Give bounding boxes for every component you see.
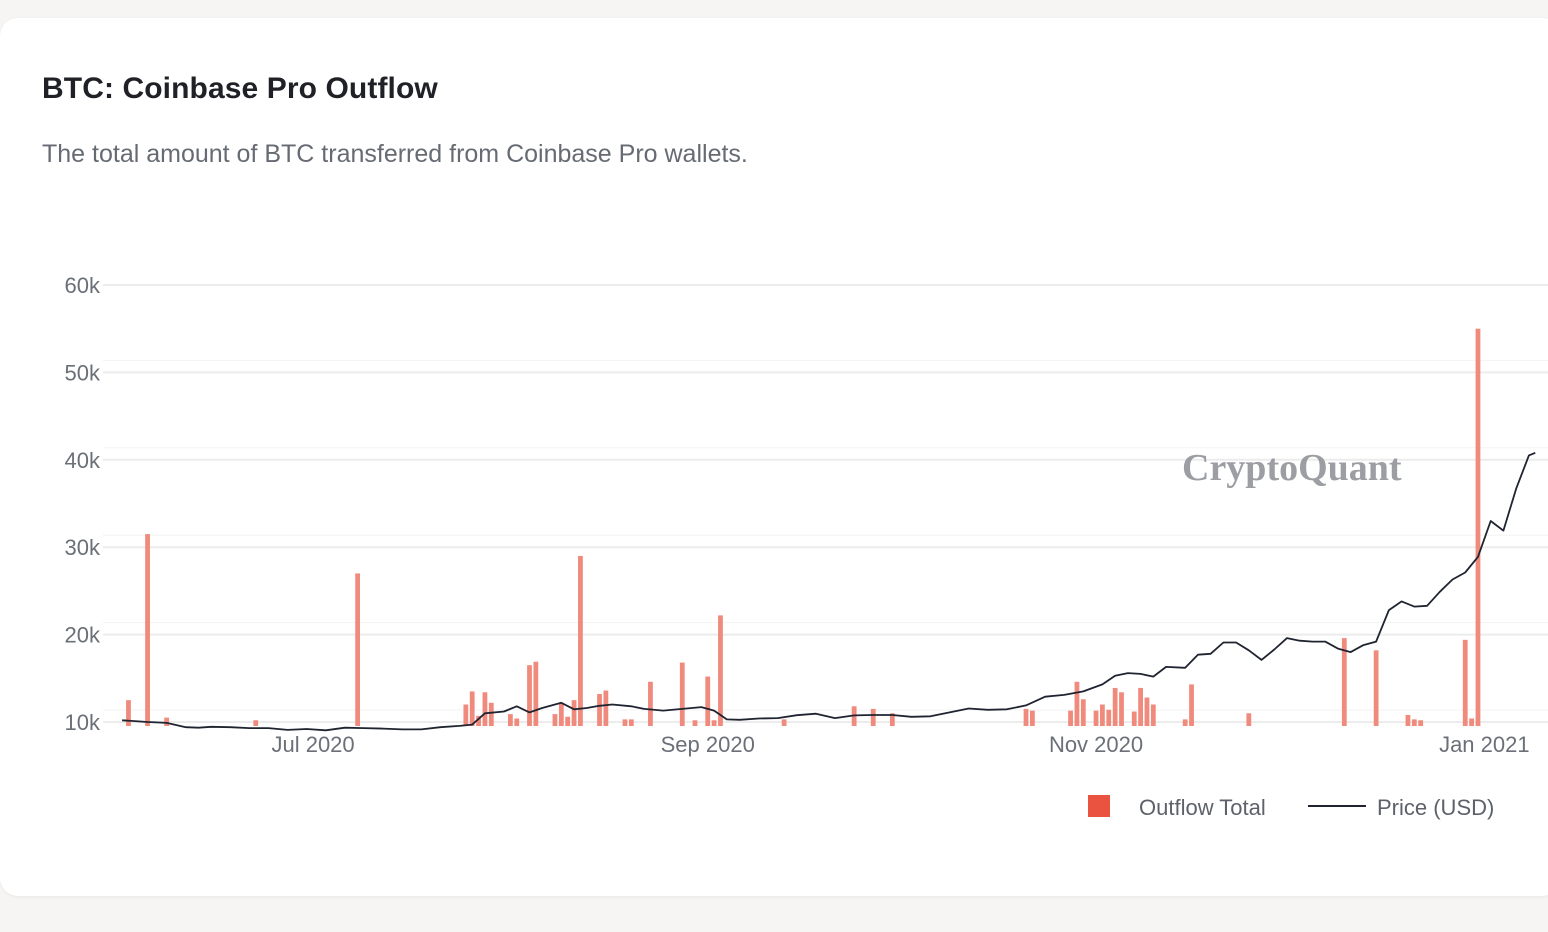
legend-label-price[interactable]: Price (USD) (1377, 795, 1494, 820)
outflow-bar[interactable] (558, 703, 564, 726)
chart-subtitle: The total amount of BTC transferred from… (42, 140, 748, 168)
outflow-bar[interactable] (527, 665, 532, 726)
outflow-bar[interactable] (571, 700, 577, 726)
outflow-bar[interactable] (622, 719, 628, 726)
outflow-bar[interactable] (1418, 720, 1424, 726)
outflow-bar[interactable] (533, 661, 539, 726)
x-tick-label: Nov 2020 (1049, 732, 1143, 757)
outflow-bar[interactable] (1068, 710, 1073, 726)
outflow-bar[interactable] (781, 719, 787, 726)
outflow-bar[interactable] (718, 615, 723, 726)
outflow-bar[interactable] (508, 714, 513, 726)
outflow-bar[interactable] (488, 702, 494, 726)
outflow-bar[interactable] (705, 676, 711, 726)
outflow-bar[interactable] (578, 555, 583, 726)
y-tick-label: 50k (65, 360, 101, 385)
outflow-bar[interactable] (565, 716, 571, 726)
y-axis-ticks: 10k 20k 30k 40k 50k 60k (65, 273, 101, 735)
grid-lines (103, 284, 1548, 723)
outflow-bar[interactable] (711, 720, 717, 726)
outflow-bar[interactable] (482, 692, 488, 726)
outflow-bar[interactable] (476, 715, 481, 726)
outflow-bar[interactable] (1373, 650, 1379, 726)
price-line[interactable] (122, 451, 1536, 732)
outflow-bar[interactable] (1119, 692, 1124, 726)
outflow-bar[interactable] (628, 719, 634, 726)
outflow-bar[interactable] (253, 720, 259, 726)
outflow-bar[interactable] (1023, 708, 1029, 726)
chart-title: BTC: Coinbase Pro Outflow (42, 72, 438, 105)
outflow-bar[interactable] (1475, 328, 1481, 726)
outflow-bar[interactable] (355, 573, 361, 726)
outflow-bar[interactable] (648, 681, 653, 726)
outflow-bar[interactable] (463, 704, 469, 726)
legend-swatch-outflow[interactable] (1088, 795, 1110, 817)
outflow-bar[interactable] (145, 534, 150, 726)
chart-card (0, 18, 1548, 896)
outflow-bar[interactable] (692, 720, 698, 726)
chart-legend[interactable]: Outflow Total Price (USD) (1088, 795, 1494, 820)
outflow-bar[interactable] (1182, 719, 1188, 726)
price-line-group[interactable] (122, 451, 1536, 732)
x-tick-label: Jan 2021 (1439, 732, 1530, 757)
outflow-bar[interactable] (164, 717, 170, 726)
outflow-bar[interactable] (1462, 639, 1468, 726)
outflow-bar[interactable] (1246, 713, 1252, 726)
outflow-bar[interactable] (552, 714, 558, 726)
outflow-bar[interactable] (1074, 681, 1080, 726)
outflow-bar[interactable] (1405, 715, 1411, 726)
outflow-bar[interactable] (1144, 697, 1150, 726)
outflow-bar[interactable] (1189, 684, 1194, 726)
outflow-bar[interactable] (679, 662, 685, 726)
outflow-bar[interactable] (1106, 709, 1112, 726)
outflow-bar[interactable] (1080, 699, 1086, 726)
outflow-bar[interactable] (1112, 687, 1118, 726)
outflow-bar[interactable] (1150, 704, 1156, 726)
x-tick-label: Jul 2020 (271, 732, 354, 757)
outflow-bar[interactable] (126, 700, 131, 726)
x-tick-label: Sep 2020 (661, 732, 755, 757)
outflow-bar[interactable] (1138, 687, 1143, 726)
outflow-bar[interactable] (1100, 704, 1105, 726)
y-tick-label: 40k (65, 448, 101, 473)
y-tick-label: 10k (65, 710, 101, 735)
x-axis-ticks: Jul 2020 Sep 2020 Nov 2020 Jan 2021 (271, 732, 1529, 757)
outflow-bar[interactable] (1093, 710, 1099, 726)
outflow-bar[interactable] (469, 691, 475, 726)
outflow-bar[interactable] (889, 713, 895, 726)
outflow-bar[interactable] (1029, 710, 1035, 726)
outflow-bar[interactable] (1411, 719, 1417, 726)
outflow-bar[interactable] (870, 708, 876, 726)
outflow-bars[interactable] (126, 328, 1481, 726)
y-tick-label: 60k (65, 273, 101, 298)
legend-label-outflow[interactable]: Outflow Total (1139, 795, 1266, 820)
outflow-bar[interactable] (1469, 718, 1474, 726)
outflow-bar[interactable] (514, 718, 520, 726)
cryptoquant-watermark: CryptoQuant (1182, 447, 1402, 489)
outflow-bar[interactable] (603, 690, 609, 726)
outflow-bar[interactable] (597, 694, 602, 726)
outflow-bar[interactable] (1131, 711, 1137, 726)
y-tick-label: 20k (65, 623, 101, 648)
y-tick-label: 30k (65, 535, 101, 560)
outflow-bar[interactable] (1341, 638, 1347, 726)
